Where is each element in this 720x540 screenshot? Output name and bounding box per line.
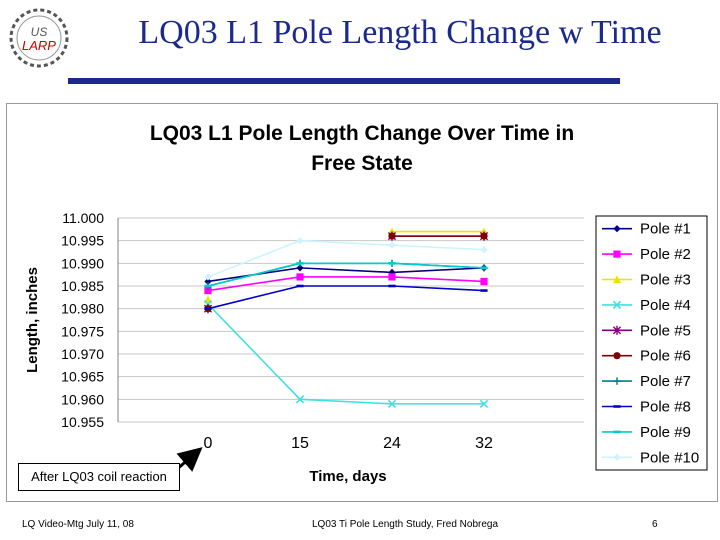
series-pole-8 bbox=[204, 284, 488, 310]
legend-box bbox=[595, 215, 708, 471]
y-tick-label: 10.970 bbox=[61, 346, 104, 362]
x-tick-label: 0 bbox=[204, 435, 213, 452]
slide-title: LQ03 L1 Pole Length Change w Time bbox=[138, 14, 662, 51]
data-point bbox=[479, 399, 489, 409]
legend-label: Pole #3 bbox=[640, 272, 691, 289]
x-axis-label: Time, days bbox=[309, 468, 386, 485]
chart-title-line: LQ03 L1 Pole Length Change Over Time in bbox=[150, 122, 574, 145]
legend-label: Pole #8 bbox=[640, 399, 691, 416]
plot-area bbox=[118, 218, 584, 422]
footer-meeting: LQ Video-Mtg July 11, 08 bbox=[22, 519, 134, 530]
legend-label: Pole #7 bbox=[640, 373, 691, 390]
callout-note: After LQ03 coil reaction bbox=[18, 463, 180, 491]
data-point bbox=[480, 246, 488, 254]
series-line bbox=[391, 267, 485, 274]
series-line bbox=[207, 262, 301, 287]
legend-label: Pole #5 bbox=[640, 322, 691, 339]
page-number: 6 bbox=[652, 519, 658, 530]
data-point bbox=[296, 262, 304, 265]
x-tick-label: 15 bbox=[291, 435, 309, 452]
legend-marker bbox=[612, 300, 622, 310]
legend-marker bbox=[613, 225, 621, 233]
legend-marker bbox=[613, 377, 621, 385]
x-tick-label: 32 bbox=[475, 435, 493, 452]
data-point bbox=[388, 262, 396, 265]
data-point bbox=[388, 284, 396, 288]
legend-marker bbox=[612, 275, 622, 284]
series-pole-6 bbox=[204, 232, 488, 313]
us-larp-logo: US LARP bbox=[9, 8, 69, 68]
legend-marker bbox=[613, 405, 621, 408]
data-point bbox=[204, 307, 212, 310]
legend-label: Pole #10 bbox=[640, 449, 699, 466]
series-line bbox=[299, 398, 393, 405]
y-tick-label: 10.990 bbox=[61, 255, 104, 271]
svg-text:LARP: LARP bbox=[22, 38, 56, 53]
legend-label: Pole #6 bbox=[640, 348, 691, 365]
data-point bbox=[204, 284, 212, 288]
series-line bbox=[207, 303, 301, 400]
title-rule bbox=[68, 78, 620, 84]
footer-study: LQ03 Ti Pole Length Study, Fred Nobrega bbox=[312, 519, 499, 530]
series-line bbox=[391, 285, 485, 292]
series-line bbox=[391, 262, 485, 269]
data-point bbox=[296, 284, 304, 288]
series-line bbox=[299, 239, 393, 246]
legend-label: Pole #9 bbox=[640, 424, 691, 441]
data-point bbox=[296, 273, 304, 281]
y-tick-label: 10.965 bbox=[61, 369, 104, 385]
y-axis-label: Length, inches bbox=[24, 267, 41, 373]
legend-label: Pole #1 bbox=[640, 221, 691, 238]
series-line bbox=[207, 285, 301, 310]
data-point bbox=[296, 237, 304, 245]
svg-text:US: US bbox=[31, 25, 48, 39]
y-tick-label: 10.960 bbox=[61, 391, 104, 407]
y-tick-label: 10.980 bbox=[61, 301, 104, 317]
legend-marker bbox=[613, 250, 621, 258]
data-point bbox=[388, 232, 396, 240]
legend-marker bbox=[612, 325, 622, 335]
legend-label: Pole #4 bbox=[640, 297, 691, 314]
data-point bbox=[480, 289, 488, 292]
series-line bbox=[299, 267, 393, 274]
series-line bbox=[207, 276, 301, 292]
series-pole-9 bbox=[204, 262, 488, 288]
legend-marker bbox=[613, 453, 621, 461]
data-point bbox=[204, 277, 212, 286]
data-point bbox=[295, 395, 305, 404]
series-pole-10 bbox=[204, 237, 488, 281]
data-point bbox=[204, 286, 212, 295]
data-point bbox=[480, 232, 488, 240]
series-line bbox=[391, 244, 485, 251]
data-point bbox=[388, 241, 396, 249]
y-tick-label: 10.995 bbox=[61, 233, 104, 249]
data-point bbox=[204, 273, 212, 281]
legend-label: Pole #2 bbox=[640, 246, 691, 263]
y-tick-label: 10.985 bbox=[61, 278, 104, 294]
series-pole-2 bbox=[204, 273, 488, 295]
series-line bbox=[207, 239, 301, 278]
y-tick-label: 11.000 bbox=[62, 210, 104, 226]
y-tick-label: 10.975 bbox=[61, 323, 104, 339]
chart: LQ03 L1 Pole Length Change Over Time in F… bbox=[24, 122, 708, 485]
legend-marker bbox=[613, 352, 621, 360]
chart-title-line: Free State bbox=[311, 152, 413, 175]
legend-marker bbox=[613, 430, 621, 434]
data-point bbox=[387, 399, 397, 409]
x-tick-label: 24 bbox=[383, 435, 401, 452]
data-point bbox=[388, 273, 396, 281]
data-point bbox=[480, 277, 488, 286]
series-line bbox=[391, 276, 485, 283]
data-point bbox=[480, 266, 488, 270]
y-tick-label: 10.955 bbox=[61, 414, 104, 430]
